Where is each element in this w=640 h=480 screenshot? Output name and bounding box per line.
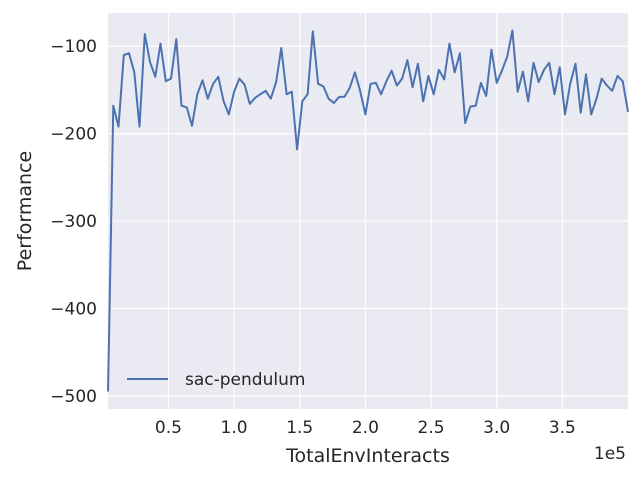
legend-label-sac-pendulum: sac-pendulum bbox=[185, 370, 305, 390]
y-tick-label: −200 bbox=[50, 125, 97, 145]
tick-labels: 0.5 1.0 1.5 2.0 2.5 3.0 3.5 −500 −400 −300 −200 −10… bbox=[50, 37, 576, 438]
x-tick-label: 3.0 bbox=[483, 418, 510, 438]
x-tick-label: 1.5 bbox=[286, 418, 313, 438]
legend: sac-pendulum bbox=[127, 370, 305, 390]
x-tick-label: 2.5 bbox=[418, 418, 445, 438]
x-tick-label: 0.5 bbox=[155, 418, 182, 438]
y-tick-label: −300 bbox=[50, 212, 97, 232]
y-tick-label: −400 bbox=[50, 299, 97, 319]
plot-background bbox=[108, 13, 628, 409]
series-layer bbox=[107, 29, 629, 392]
y-axis-label: Performance bbox=[14, 151, 36, 271]
x-axis-offset-label: 1e5 bbox=[594, 444, 626, 464]
x-tick-label: 1.0 bbox=[221, 418, 248, 438]
x-axis-label: TotalEnvInteracts bbox=[285, 445, 450, 467]
x-tick-label: 3.5 bbox=[549, 418, 576, 438]
series-line-sac-pendulum bbox=[107, 29, 629, 392]
grid-lines bbox=[108, 13, 628, 409]
y-tick-label: −100 bbox=[50, 37, 97, 57]
x-tick-label: 2.0 bbox=[352, 418, 379, 438]
y-tick-label: −500 bbox=[50, 387, 97, 407]
